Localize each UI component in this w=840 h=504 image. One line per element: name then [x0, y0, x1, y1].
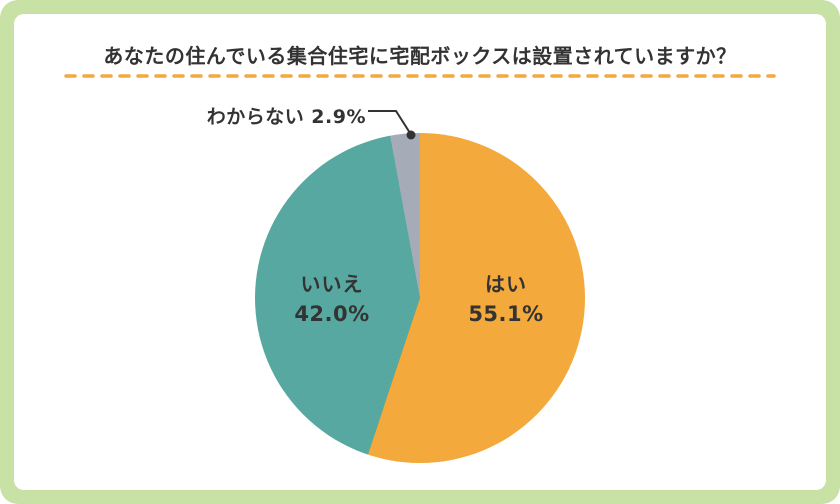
slice-label-no: いいえ 42.0% — [272, 268, 392, 326]
slice-callout-unknown-name: わからない — [206, 106, 305, 128]
chart-title: あなたの住んでいる集合住宅に宅配ボックスは設置されていますか？ — [103, 44, 737, 68]
dashed-divider — [64, 74, 776, 78]
leader-line — [368, 110, 411, 134]
slice-label-yes: はい 55.1% — [446, 268, 566, 326]
slice-label-no-name: いいえ — [300, 272, 364, 296]
slice-callout-unknown-percent: 2.9% — [311, 106, 366, 128]
slice-label-yes-name: はい — [485, 272, 527, 296]
slice-callout-unknown: わからない 2.9% — [14, 102, 366, 129]
slice-label-no-percent: 42.0% — [294, 302, 370, 326]
chart-card: あなたの住んでいる集合住宅に宅配ボックスは設置されていますか？ はい 55.1%… — [14, 14, 826, 490]
slice-label-yes-percent: 55.1% — [468, 302, 544, 326]
pie-chart — [255, 133, 585, 463]
